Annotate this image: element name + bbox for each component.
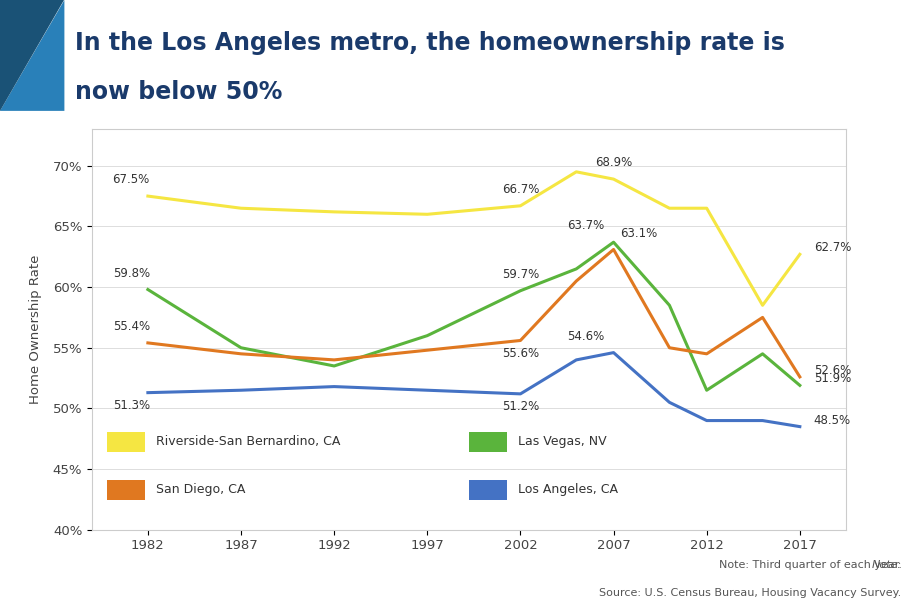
Bar — [107, 432, 144, 452]
Text: 62.7%: 62.7% — [812, 241, 850, 254]
Text: Riverside-San Bernardino, CA: Riverside-San Bernardino, CA — [156, 435, 340, 448]
Bar — [107, 480, 144, 500]
Polygon shape — [0, 0, 64, 111]
Text: 48.5%: 48.5% — [812, 413, 850, 427]
Text: 66.7%: 66.7% — [501, 183, 539, 196]
Bar — [469, 432, 506, 452]
Text: 55.4%: 55.4% — [112, 320, 150, 333]
Bar — [469, 480, 506, 500]
Text: Source: U.S. Census Bureau, Housing Vacancy Survey.: Source: U.S. Census Bureau, Housing Vaca… — [598, 588, 901, 598]
Text: San Diego, CA: San Diego, CA — [156, 483, 245, 496]
Text: 51.3%: 51.3% — [112, 399, 150, 412]
Text: 55.6%: 55.6% — [502, 347, 539, 360]
Text: Note:: Note: — [870, 560, 901, 570]
Text: 51.2%: 51.2% — [501, 400, 539, 413]
Polygon shape — [0, 0, 64, 111]
Text: Las Vegas, NV: Las Vegas, NV — [517, 435, 607, 448]
Text: Note: Third quarter of each year.: Note: Third quarter of each year. — [718, 560, 901, 570]
Text: 59.8%: 59.8% — [112, 267, 150, 280]
Text: 68.9%: 68.9% — [595, 156, 631, 169]
Y-axis label: Home Ownership Rate: Home Ownership Rate — [28, 255, 41, 404]
Text: 59.7%: 59.7% — [501, 268, 539, 281]
Text: 63.1%: 63.1% — [619, 227, 656, 240]
Text: now below 50%: now below 50% — [75, 80, 282, 104]
Text: 54.6%: 54.6% — [566, 330, 604, 343]
Text: 67.5%: 67.5% — [112, 173, 150, 187]
Text: 52.6%: 52.6% — [812, 364, 850, 377]
Text: 51.9%: 51.9% — [812, 373, 850, 386]
Text: In the Los Angeles metro, the homeownership rate is: In the Los Angeles metro, the homeowners… — [75, 31, 785, 55]
Text: 63.7%: 63.7% — [566, 219, 604, 232]
Text: Los Angeles, CA: Los Angeles, CA — [517, 483, 618, 496]
